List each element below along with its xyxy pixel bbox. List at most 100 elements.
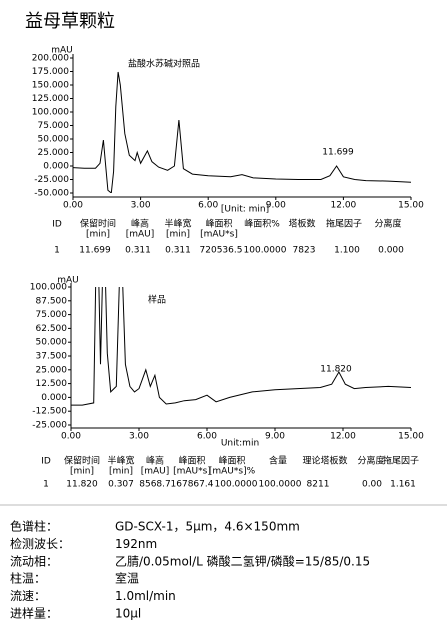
table-header: 半峰宽 <box>107 455 134 467</box>
x-tick-label: 0.00 <box>61 432 81 442</box>
y-tick-label: 87.500 <box>36 296 68 306</box>
table-cell: 11.820 <box>66 480 98 490</box>
x-axis-label: Unit:min <box>221 439 259 449</box>
x-tick-label: 6.00 <box>198 201 218 211</box>
table-cell: 0.00 <box>362 480 382 490</box>
table-cell: 11.699 <box>79 246 111 256</box>
peak-label: 11.820 <box>320 365 352 375</box>
table-cell: 720536.5 <box>200 246 243 256</box>
table-header: [mAU] <box>126 230 155 240</box>
table-header: 峰面积 <box>178 455 205 467</box>
table-cell: 8568.7 <box>139 480 171 490</box>
x-axis-label: [Unit: min] <box>221 205 269 215</box>
condition-label: 色谱柱： <box>10 519 58 534</box>
y-tick-label: 175.000 <box>32 67 69 77</box>
condition-label: 柱温： <box>10 571 46 586</box>
y-tick-label: 100.000 <box>30 283 67 293</box>
x-tick-label: 12.00 <box>330 432 356 442</box>
y-tick-label: 150.000 <box>32 81 69 91</box>
y-tick-label: 37.500 <box>36 352 68 362</box>
table-header: 塔板数 <box>288 218 315 230</box>
condition-value: 10μl <box>115 607 141 621</box>
table-header: 拖尾因子 <box>326 218 362 230</box>
y-tick-label: 200.000 <box>32 54 69 64</box>
trace <box>71 287 412 406</box>
table-header: [mAU*s]% <box>209 467 256 477</box>
annotation: 盐酸水苏碱对照品 <box>128 58 200 70</box>
condition-value: 室温 <box>115 571 139 586</box>
table-header: 峰面积 <box>218 455 245 467</box>
condition-label: 流动相： <box>10 554 58 568</box>
table-cell: 0.311 <box>165 246 191 256</box>
x-tick-label: 9.00 <box>265 432 285 442</box>
table-cell: 100.0000 <box>244 246 287 256</box>
table-header: [min] <box>109 467 133 477</box>
title: 益母草颗粒 <box>25 11 115 32</box>
y-tick-label: -25.000 <box>32 421 67 431</box>
table-header: 保留时间 <box>80 218 116 230</box>
table-cell: 0.307 <box>108 480 134 490</box>
table-header: 含量 <box>269 455 287 467</box>
y-tick-label: -25.000 <box>34 175 69 185</box>
table-cell: 1.100 <box>334 246 360 256</box>
table-header: [mAU] <box>141 467 170 477</box>
y-tick-label: 125.000 <box>32 94 69 104</box>
condition-label: 检测波长： <box>10 536 70 551</box>
table-header: [mAU*s] <box>200 230 238 240</box>
table-header: 峰高 <box>131 218 149 230</box>
x-tick-label: 3.00 <box>129 432 149 442</box>
table-header: [mAU*s] <box>173 467 211 477</box>
table-header: 峰高 <box>146 455 164 467</box>
table-header: 分离度 <box>374 218 401 230</box>
y-axis-label: mAU <box>51 46 73 56</box>
y-axis-label: mAU <box>57 276 79 286</box>
y-tick-label: 25.000 <box>36 365 68 375</box>
y-tick-label: 100.000 <box>32 108 69 118</box>
table-cell: 1 <box>43 480 49 490</box>
x-tick-label: 3.00 <box>131 201 151 211</box>
table-header: [min] <box>86 230 110 240</box>
table-header: 分离度 <box>357 455 384 467</box>
y-tick-label: 75.000 <box>36 310 68 320</box>
y-tick-label: 50.000 <box>38 135 70 145</box>
table-header: [min] <box>166 230 190 240</box>
peak-label: 11.699 <box>322 148 354 158</box>
y-tick-label: -12.500 <box>32 407 67 417</box>
annotation: 样品 <box>148 294 166 306</box>
table-cell: 1 <box>54 246 60 256</box>
y-tick-label: 50.000 <box>36 338 68 348</box>
table-header: ID <box>41 457 51 467</box>
trace <box>73 71 412 193</box>
x-tick-label: 12.00 <box>331 201 357 211</box>
table-header: 保留时间 <box>64 455 100 467</box>
table-header: 半峰宽 <box>164 218 191 230</box>
x-tick-label: 15.00 <box>398 432 424 442</box>
table-cell: 100.0000 <box>215 480 258 490</box>
table-cell: 1.161 <box>390 480 416 490</box>
condition-label: 流速： <box>10 589 46 603</box>
y-tick-label: 12.500 <box>36 379 68 389</box>
condition-label: 进样量： <box>10 606 58 621</box>
table-cell: 167867.4 <box>171 480 214 490</box>
table-header: 峰面积 <box>205 218 232 230</box>
y-tick-label: 62.500 <box>36 324 68 334</box>
table-header: ID <box>52 220 62 230</box>
table-header: [min] <box>70 467 94 477</box>
x-tick-label: 15.00 <box>398 201 424 211</box>
x-tick-label: 0.00 <box>63 201 83 211</box>
condition-value: 1.0ml/min <box>115 589 176 603</box>
x-tick-label: 9.00 <box>266 201 286 211</box>
table-cell: 0.000 <box>378 246 404 256</box>
table-header: 拖尾因子 <box>383 455 419 467</box>
condition-value: 乙腈/0.05mol/L 磷酸二氢钾/磷酸=15/85/0.15 <box>115 553 370 568</box>
y-tick-label: 75.000 <box>38 121 70 131</box>
table-header: 理论塔板数 <box>302 455 347 467</box>
y-tick-label: 0.000 <box>41 393 67 403</box>
table-cell: 0.311 <box>125 246 151 256</box>
y-tick-label: -50.000 <box>34 189 69 199</box>
y-tick-label: 0.000 <box>43 162 69 172</box>
condition-value: 192nm <box>115 537 157 551</box>
y-tick-label: 25.000 <box>38 148 70 158</box>
